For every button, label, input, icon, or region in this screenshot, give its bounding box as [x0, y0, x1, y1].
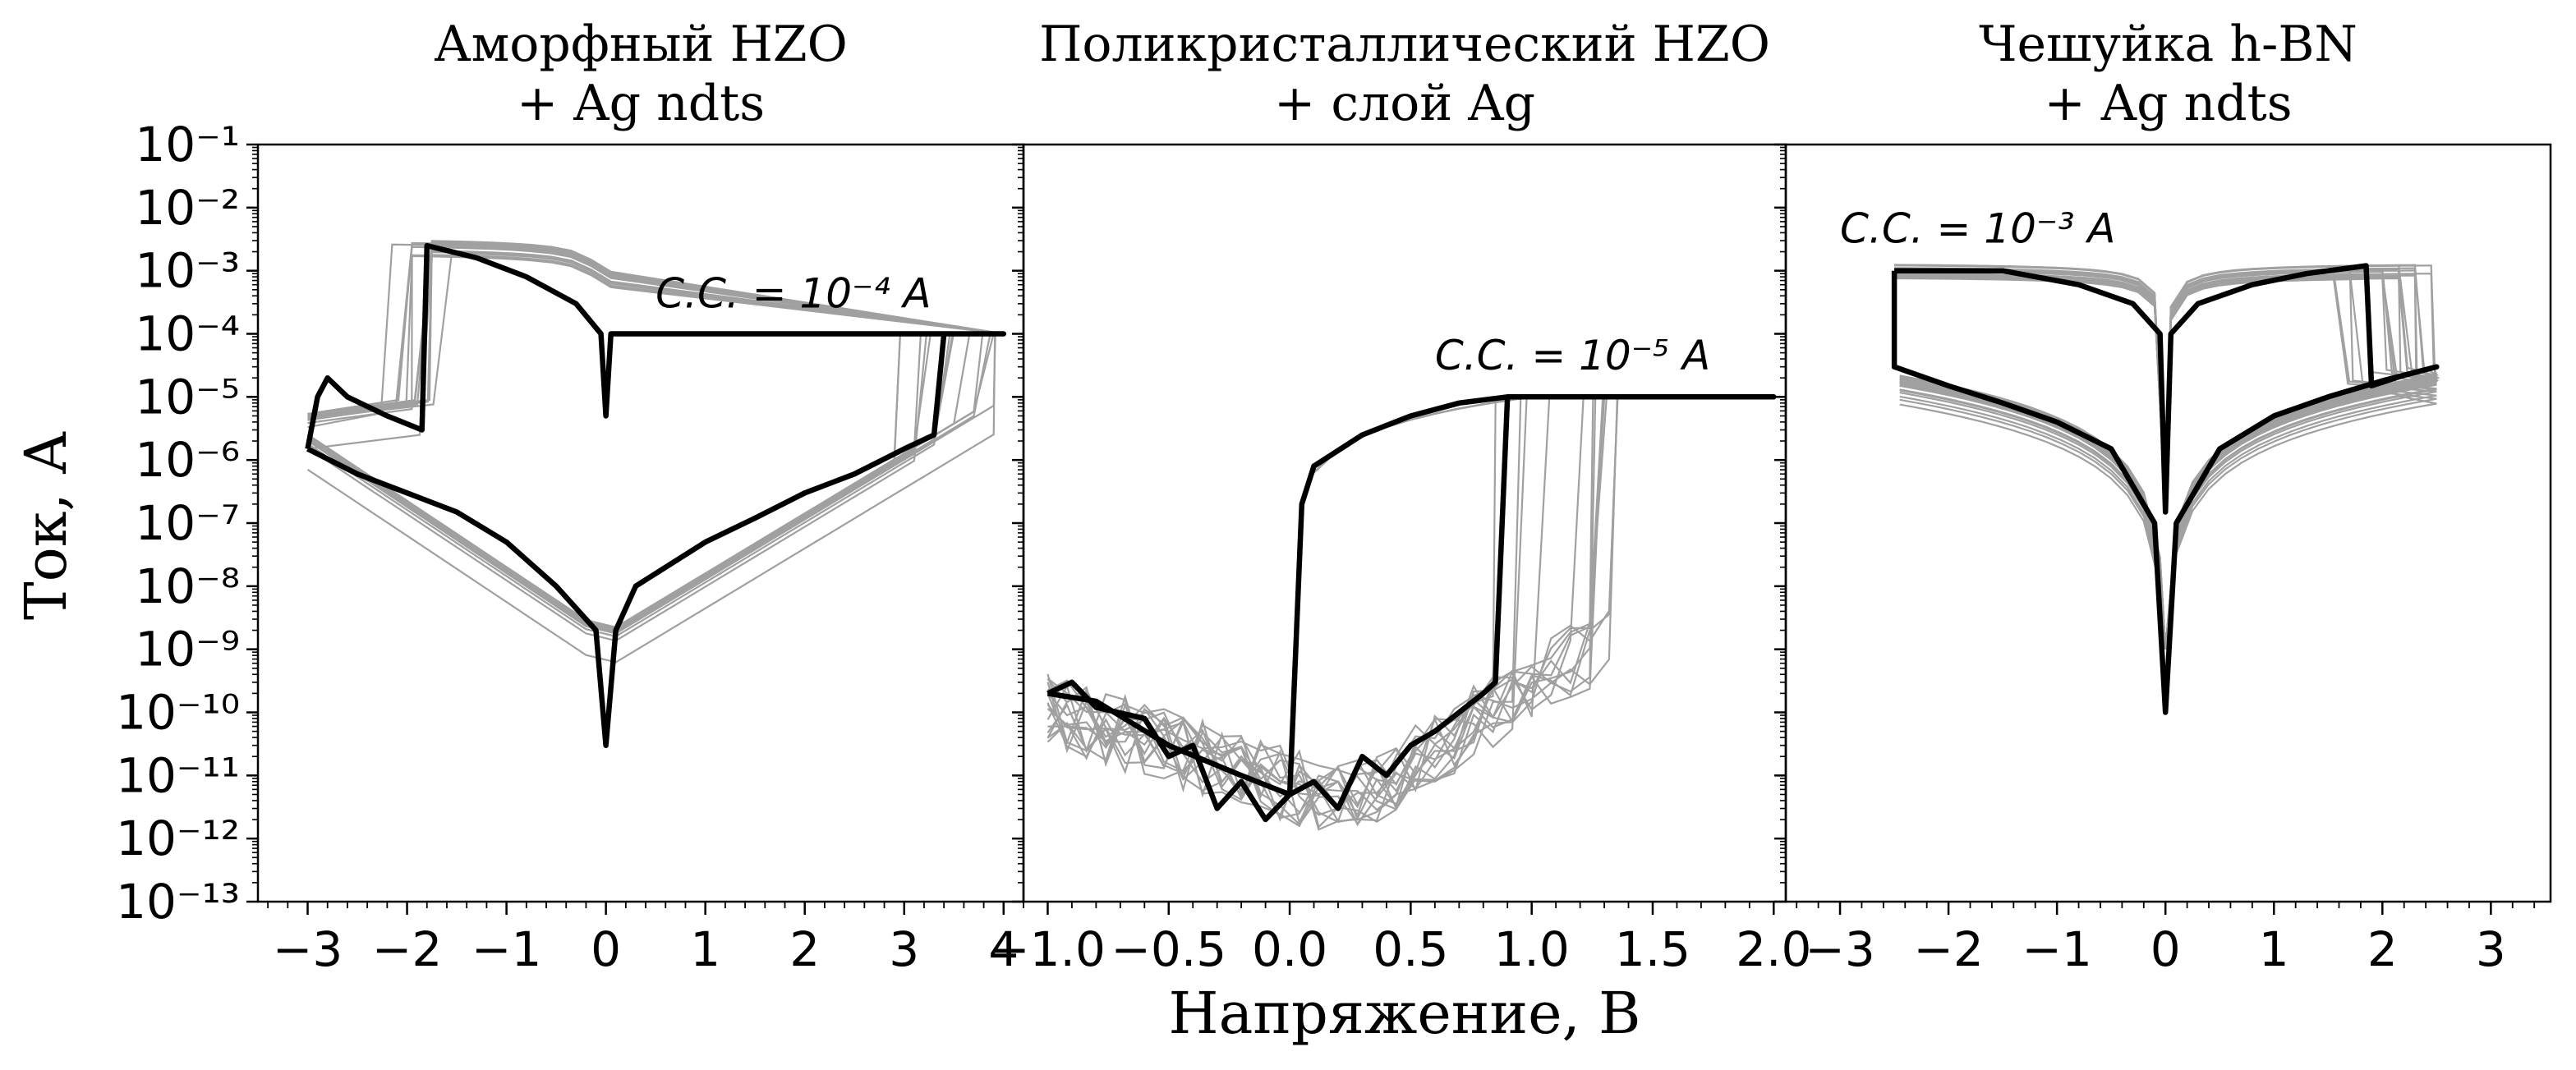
plot-area	[1891, 263, 2440, 715]
gray-cycle-curve	[306, 243, 1004, 642]
y-tick-label: 10⁻¹	[135, 117, 240, 172]
panel-title-line1: Аморфный HZO	[434, 16, 848, 73]
x-tick-label: −1.0	[990, 921, 1106, 977]
compliance-annotation: C.C. = 10⁻³ A	[1840, 204, 2115, 252]
gray-cycle-curve	[1894, 270, 2437, 650]
gray-cycle-curve	[1894, 273, 2437, 650]
gray-cycle-curve	[306, 254, 1004, 638]
panel-title-line2: + Ag ndts	[2044, 75, 2292, 132]
y-tick-label: 10⁻²	[135, 180, 240, 236]
x-axis-label: Напряжение, В	[1169, 980, 1641, 1047]
compliance-annotation: C.C. = 10⁻⁵ A	[1435, 332, 1710, 379]
x-tick-label: 3	[2476, 921, 2506, 977]
x-tick-label: 4	[988, 921, 1019, 977]
x-tick-label: 2	[2367, 921, 2398, 977]
gray-cycle-curve	[1046, 396, 1774, 824]
panel-polycrystalline-hzo: −1.0 −0.5 0.0 0.5 1.0 1.5 2.0 Поликристаллическ…	[990, 16, 1811, 977]
gray-cycle-curve	[306, 255, 1004, 635]
panel-title-line2: + слой Ag	[1274, 75, 1535, 132]
axes-frame	[1022, 143, 1787, 903]
panel-title-line2: + Ag ndts	[517, 75, 765, 132]
y-axis-label: Ток, А	[12, 431, 80, 620]
panel-hbn-flake: −3 −2 −1 0 1 2 3 Чешуйка h-BN+ Ag ndts C.C. = 10…	[1774, 16, 2552, 977]
x-tick-label: −3	[1805, 921, 1875, 977]
x-tick-label: 0	[591, 921, 621, 977]
x-tick-label: 0.0	[1252, 921, 1327, 977]
x-tick-label: −1	[472, 921, 542, 977]
panel-title-line1: Поликристаллический HZO	[1039, 16, 1770, 73]
x-tick-label: −3	[273, 921, 343, 977]
gray-cycle-curve	[306, 252, 1004, 633]
y-tick-label: 10⁻¹⁰	[116, 685, 240, 741]
highlighted-cycle-curve	[305, 242, 1007, 748]
x-tick-label: −0.5	[1111, 921, 1226, 977]
compliance-annotation: C.C. = 10⁻⁴ A	[656, 270, 931, 318]
x-tick-label: 1	[690, 921, 720, 977]
y-tick-label: 10⁻⁹	[135, 622, 240, 677]
y-tick-label: 10⁻⁶	[135, 432, 240, 488]
x-tick-label: 2	[789, 921, 820, 977]
x-tick-label: 2.0	[1736, 921, 1811, 977]
x-tick-label: 1.5	[1615, 921, 1690, 977]
y-tick-label: 10⁻³	[135, 243, 240, 299]
axes-frame	[1784, 143, 2552, 903]
y-tick-label: 10⁻⁷	[135, 495, 240, 551]
gray-cycle-curve	[1046, 396, 1774, 811]
plot-area	[1046, 394, 1777, 831]
y-tick-label: 10⁻⁵	[135, 369, 240, 425]
y-tick-label: 10⁻⁸	[135, 558, 240, 614]
x-tick-label: 3	[889, 921, 919, 977]
y-tick-label: 10⁻¹¹	[116, 747, 240, 803]
panel-title-line1: Чешуйка h-BN	[1979, 16, 2358, 73]
x-tick-label: −2	[372, 921, 443, 977]
x-tick-label: 0.5	[1373, 921, 1448, 977]
gray-cycle-curve	[306, 250, 1004, 629]
y-tick-label: 10⁻¹²	[116, 811, 240, 866]
highlighted-cycle-curve	[1046, 394, 1777, 823]
y-tick-label: 10⁻⁴	[135, 306, 240, 362]
x-tick-label: −2	[1913, 921, 1984, 977]
axes-frame	[256, 143, 1025, 903]
x-tick-label: 1	[2259, 921, 2289, 977]
y-tick-label: 10⁻¹³	[116, 874, 240, 930]
x-tick-label: 1.0	[1494, 921, 1570, 977]
plot-area	[305, 240, 1007, 748]
x-tick-label: −1	[2022, 921, 2092, 977]
panel-amorphous-hzo: −3 −2 −1 0 1 2 3 4 10⁻¹ 10⁻² 10⁻³ 10⁻⁴ 10⁻⁵ 10⁻⁶ 10⁻⁷ 1…	[116, 16, 1025, 977]
highlighted-cycle-curve	[1891, 263, 2440, 715]
x-tick-label: 0	[2150, 921, 2181, 977]
